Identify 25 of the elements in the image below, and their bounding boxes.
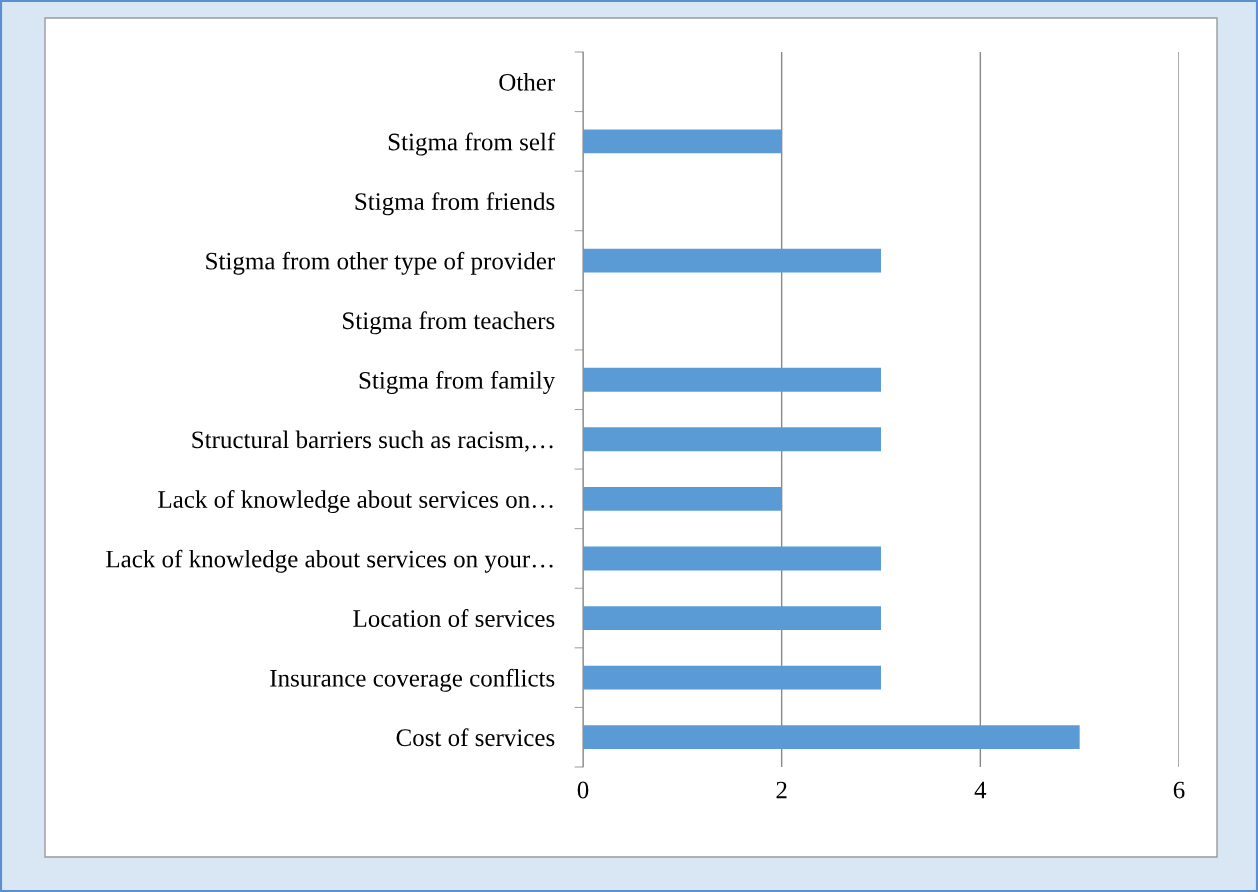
y-tick-label: Structural barriers such as racism,… <box>192 430 553 452</box>
y-tick-label: Stigma from friends <box>355 192 555 216</box>
y-tick-label: Lack of knowledge about services on… <box>158 490 553 514</box>
y-tick-label: Insurance coverage conflicts <box>270 668 555 692</box>
y-tick-label: Other <box>499 73 555 91</box>
y-tick-label: Lack of knowledge about services on your… <box>106 549 553 573</box>
bar <box>583 725 1080 750</box>
y-tick-label: Stigma from self <box>388 132 556 156</box>
bar <box>583 367 881 392</box>
bar <box>583 248 881 273</box>
bar <box>583 129 782 154</box>
bar <box>583 665 881 690</box>
x-tick-label: 4 <box>974 781 987 799</box>
y-tick-label: Stigma from family <box>359 370 556 394</box>
y-tick-label: Location of services <box>353 609 555 627</box>
bar <box>583 486 782 511</box>
y-tick-label: Cost of services <box>396 728 555 747</box>
x-tick-label: 6 <box>1173 781 1185 799</box>
bar <box>583 427 881 452</box>
bar <box>583 606 881 630</box>
y-tick-label: Stigma from other type of provider <box>206 251 556 275</box>
x-tick-label: 0 <box>577 781 589 799</box>
bar <box>583 546 881 571</box>
x-tick-label: 2 <box>776 781 787 799</box>
y-tick-label: Stigma from teachers <box>343 311 555 335</box>
